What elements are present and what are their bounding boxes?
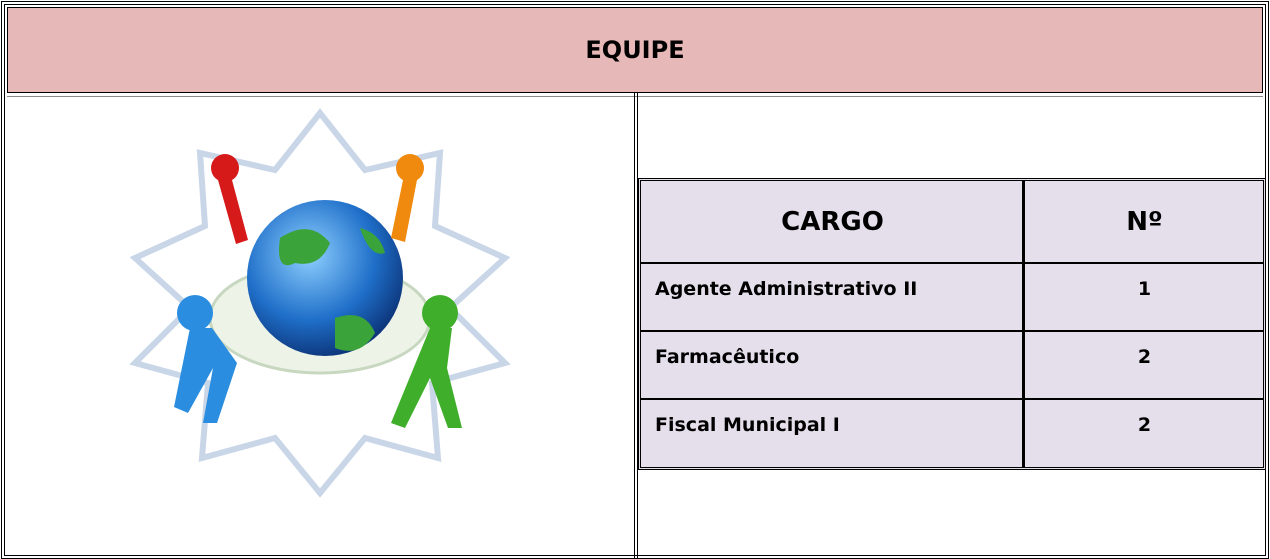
cell-role: Farmacêutico (655, 346, 800, 368)
cell-role: Fiscal Municipal I (655, 414, 840, 436)
row-rule (641, 330, 1263, 332)
cell-count: 2 (1137, 414, 1152, 436)
rule (7, 96, 1263, 97)
team-globe-illustration (129, 108, 511, 498)
column-rule (1022, 181, 1025, 467)
cell-count: 2 (1137, 346, 1152, 368)
row-rule (641, 262, 1263, 264)
column-divider (634, 93, 638, 559)
cell-count: 1 (1137, 278, 1152, 300)
cell-role: Agente Administrativo II (655, 278, 918, 300)
staff-table: CARGO Nº Agente Administrativo II 1 Farm… (638, 178, 1266, 470)
column-header: Nº (1126, 206, 1163, 237)
header-title: EQUIPE (7, 7, 1263, 93)
column-header: CARGO (781, 206, 884, 237)
row-rule (641, 398, 1263, 400)
